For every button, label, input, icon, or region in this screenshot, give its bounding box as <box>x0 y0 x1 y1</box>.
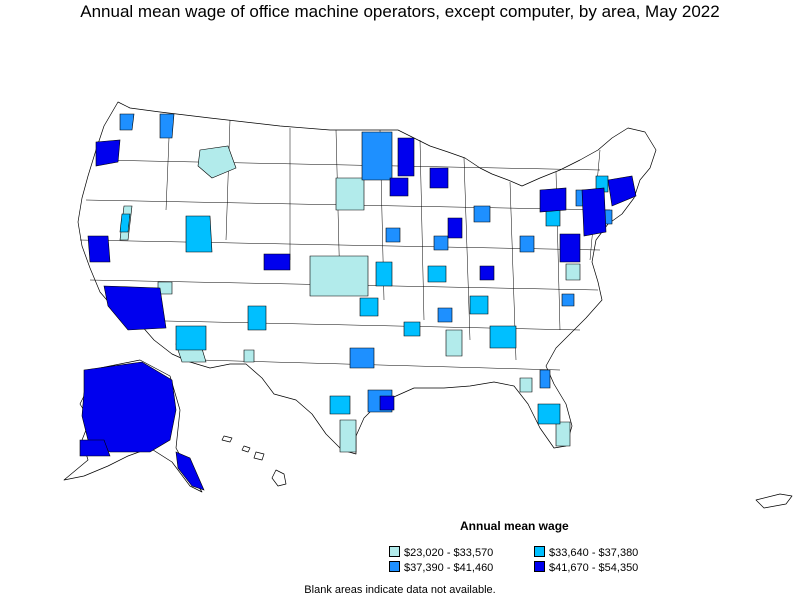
legend-item: $37,390 - $41,460 <box>389 561 493 574</box>
legend-item: $41,670 - $54,350 <box>534 561 638 574</box>
footnote: Blank areas indicate data not available. <box>304 584 496 596</box>
puerto-rico-outline <box>755 493 793 509</box>
hawaii-island <box>241 445 251 453</box>
legend-label: $23,020 - $33,570 <box>404 547 494 559</box>
legend-title: Annual mean wage <box>460 519 569 533</box>
legend-item: $23,020 - $33,570 <box>389 546 493 559</box>
wage-bin-4-areas <box>79 137 637 491</box>
legend-swatch <box>534 561 545 572</box>
hawaii-island <box>221 435 233 443</box>
legend-swatch <box>534 546 545 557</box>
legend-label: $37,390 - $41,460 <box>404 562 494 574</box>
legend-label: $41,670 - $54,350 <box>549 562 639 574</box>
legend-item: $33,640 - $37,380 <box>534 546 638 559</box>
map-title: Annual mean wage of office machine opera… <box>80 2 720 21</box>
legend-swatch <box>389 546 400 557</box>
wage-bin-2-areas <box>119 175 609 425</box>
hawaii-island <box>271 469 287 487</box>
wage-bin-3-areas <box>119 113 613 413</box>
hawaii-island <box>253 451 265 461</box>
legend-label: $33,640 - $37,380 <box>549 547 639 559</box>
legend-swatch <box>389 561 400 572</box>
